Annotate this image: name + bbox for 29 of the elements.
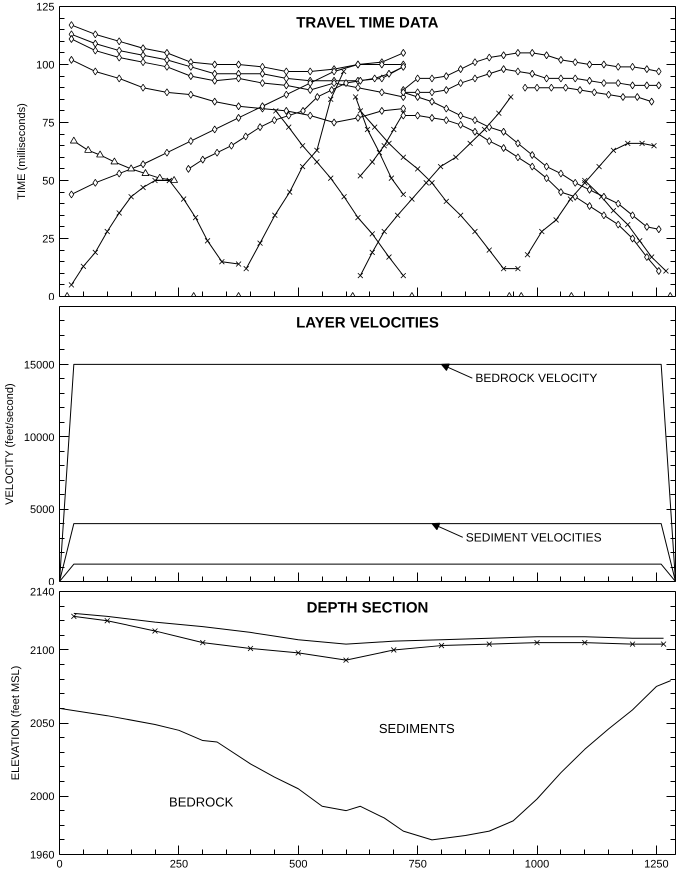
y-tick-label: 2050 [30, 718, 55, 730]
annotation: BEDROCK [169, 794, 234, 810]
y-tick-label: 100 [36, 60, 55, 72]
x-tick-label: 750 [408, 858, 427, 870]
y-tick-label: 1960 [30, 850, 55, 862]
y-tick-label: 15000 [24, 359, 55, 372]
y-axis-title: ELEVATION (feet MSL) [10, 666, 22, 780]
text: DEPTH SECTION [306, 600, 428, 616]
annotation: SEDIMENT VELOCITIES [466, 530, 602, 544]
y-tick-label: 2000 [30, 791, 55, 804]
y-tick-label: 125 [36, 2, 55, 14]
y-tick-label: 10000 [24, 432, 55, 444]
x-tick-label: 1000 [524, 858, 550, 870]
text: TRAVEL TIME DATA [296, 14, 439, 32]
x-tick-label: 0 [56, 858, 63, 870]
y-axis-title: TIME (milliseconds) [16, 103, 28, 200]
x-tick-label: 1250 [644, 858, 669, 870]
annotation: SEDIMENTS [378, 720, 456, 736]
y-axis-title: VELOCITY (feet/second) [4, 383, 16, 505]
y-tick-label: 2140 [30, 586, 55, 598]
x-tick-label: 500 [289, 858, 308, 870]
y-tick-label: 50 [42, 176, 55, 188]
y-tick-label: 75 [42, 118, 55, 130]
x-tick-label: 250 [170, 858, 188, 870]
y-tick-label: 25 [42, 234, 55, 246]
annotation: BEDROCK VELOCITY [475, 371, 598, 386]
y-tick-label: 5000 [30, 504, 55, 516]
y-tick-label: 2100 [30, 644, 55, 657]
text: LAYER VELOCITIES [296, 314, 439, 332]
